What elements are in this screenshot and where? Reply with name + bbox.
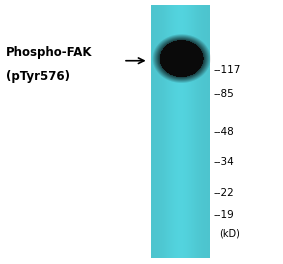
Text: --34: --34	[214, 157, 234, 167]
Text: Phospho-FAK: Phospho-FAK	[6, 46, 92, 59]
Text: --117: --117	[214, 65, 241, 75]
Text: --48: --48	[214, 127, 234, 137]
Text: (pTyr576): (pTyr576)	[6, 70, 70, 83]
Text: --85: --85	[214, 89, 234, 99]
Text: --22: --22	[214, 188, 234, 198]
Text: (kD): (kD)	[219, 229, 240, 239]
Text: --19: --19	[214, 210, 234, 220]
